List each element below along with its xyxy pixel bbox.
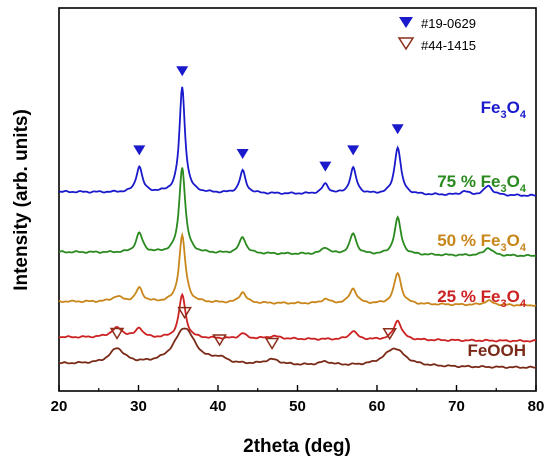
series-line [58,292,537,343]
curve-label: 50 % Fe3O4 [437,231,527,254]
open-peak-marker [264,337,280,350]
series-line [58,231,537,307]
legend-label-19-0629: #19-0629 [421,16,476,31]
curves-layer [58,86,537,369]
x-tick-label: 40 [210,398,227,415]
x-axis-title: 2theta (deg) [243,436,351,457]
x-tick-label: 80 [528,398,545,415]
y-axis-title: Intensity (arb. units) [11,109,32,291]
open-peak-marker [212,334,227,347]
series-line [59,327,536,369]
filled-peak-marker [319,161,332,172]
curve-labels-layer: Fe3O4 75 % Fe3O4 50 % Fe3O4 25 % Fe3O4 FeOOH [437,98,527,360]
filled-peak-marker [176,66,189,77]
curve-label: 75 % Fe3O4 [437,172,527,195]
x-tick-label: 70 [448,398,465,415]
series-line [59,86,536,197]
curve-label: FeOOH [467,341,526,360]
filled-peak-marker [391,124,404,135]
x-tick-label: 20 [51,398,68,415]
series-line [58,167,537,258]
legend-label-44-1415: #44-1415 [421,38,476,53]
filled-peak-marker [133,145,146,156]
curve-label: Fe3O4 [481,98,527,121]
legend-filled-triangle-icon [399,17,413,28]
legend-open-triangle-icon [397,37,415,51]
curve-label: 25 % Fe3O4 [437,287,527,310]
peak-markers-layer [109,66,404,350]
x-tick-label: 60 [369,398,386,415]
legend: #19-0629 #44-1415 [397,16,476,53]
x-tick-label: 30 [130,398,147,415]
open-peak-marker [177,306,192,320]
x-tick-label: 50 [289,398,306,415]
filled-peak-marker [236,149,249,160]
open-peak-marker [382,328,398,341]
filled-peak-marker [347,145,360,156]
x-axis-ticks: 20 30 40 50 60 70 80 [51,385,545,415]
open-peak-marker [109,327,125,340]
